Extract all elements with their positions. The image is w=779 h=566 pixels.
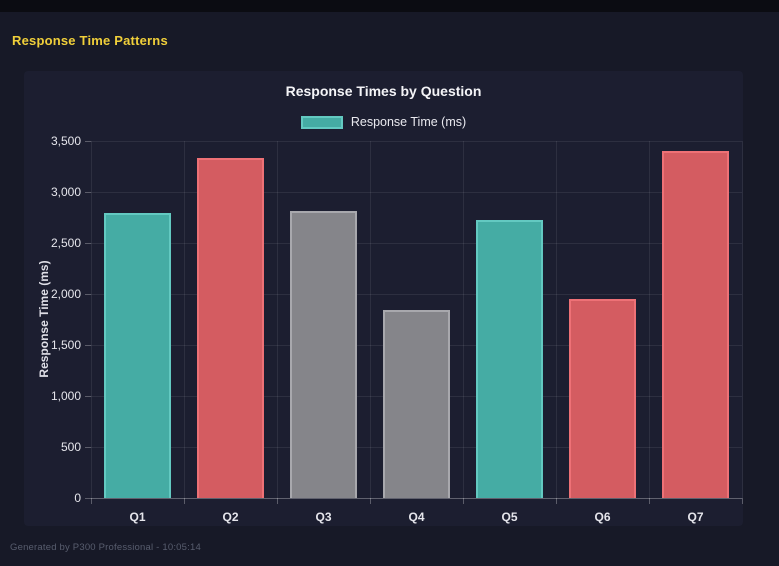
x-tick-mark [741, 498, 743, 504]
v-gridline [462, 141, 464, 498]
chart-legend[interactable]: Response Time (ms) [24, 115, 743, 129]
x-tick-label-q3: Q3 [315, 510, 332, 524]
y-tick-mark [85, 497, 91, 499]
h-gridline [91, 191, 742, 193]
x-tick-label-q1: Q1 [129, 510, 146, 524]
chart-title: Response Times by Question [285, 83, 482, 99]
chart-panel: Response Times by Question Response Time… [24, 71, 743, 526]
x-tick-label-q4: Q4 [408, 510, 425, 524]
y-tick-label: 2,000 [50, 287, 81, 301]
x-tick-mark [276, 498, 278, 504]
bar-q5[interactable] [476, 220, 543, 498]
x-tick-label-q7: Q7 [687, 510, 704, 524]
v-gridline [741, 141, 743, 498]
y-tick-label: 2,500 [50, 236, 81, 250]
bar-q3[interactable] [290, 211, 357, 498]
bar-q6[interactable] [569, 299, 636, 498]
x-tick-label-q6: Q6 [594, 510, 611, 524]
window-top-strip [0, 0, 779, 12]
legend-label: Response Time (ms) [350, 115, 467, 129]
h-gridline [91, 140, 742, 142]
footer-note: Generated by P300 Professional - 10:05:1… [10, 542, 201, 553]
x-tick-label-q5: Q5 [501, 510, 518, 524]
v-gridline [555, 141, 557, 498]
y-tick-mark [85, 191, 91, 193]
x-tick-mark [648, 498, 650, 504]
v-gridline [90, 141, 92, 498]
legend-swatch [300, 115, 343, 129]
y-tick-label: 3,500 [50, 134, 81, 148]
y-axis-title: Response Time (ms) [37, 260, 51, 378]
y-tick-mark [85, 293, 91, 295]
v-gridline [183, 141, 185, 498]
y-tick-mark [85, 446, 91, 448]
y-tick-label: 1,000 [50, 389, 81, 403]
y-tick-label: 1,500 [50, 338, 81, 352]
y-tick-mark [85, 242, 91, 244]
y-tick-mark [85, 395, 91, 397]
x-tick-mark [555, 498, 557, 504]
x-tick-mark [183, 498, 185, 504]
x-axis-line [91, 497, 742, 499]
bar-q7[interactable] [662, 150, 729, 498]
bar-q2[interactable] [197, 158, 264, 498]
y-tick-label: 500 [60, 440, 81, 454]
bar-q1[interactable] [104, 212, 171, 498]
v-gridline [648, 141, 650, 498]
x-tick-mark [369, 498, 371, 504]
h-gridline [91, 242, 742, 244]
plot-area [90, 140, 743, 499]
page-title: Response Time Patterns [12, 33, 168, 48]
v-gridline [276, 141, 278, 498]
y-tick-label: 0 [74, 491, 81, 505]
h-gridline [91, 293, 742, 295]
y-tick-label: 3,000 [50, 185, 81, 199]
x-tick-mark [90, 498, 92, 504]
x-tick-label-q2: Q2 [222, 510, 239, 524]
v-gridline [369, 141, 371, 498]
y-tick-mark [85, 344, 91, 346]
x-tick-mark [462, 498, 464, 504]
bar-q4[interactable] [383, 310, 450, 498]
y-tick-mark [85, 140, 91, 142]
